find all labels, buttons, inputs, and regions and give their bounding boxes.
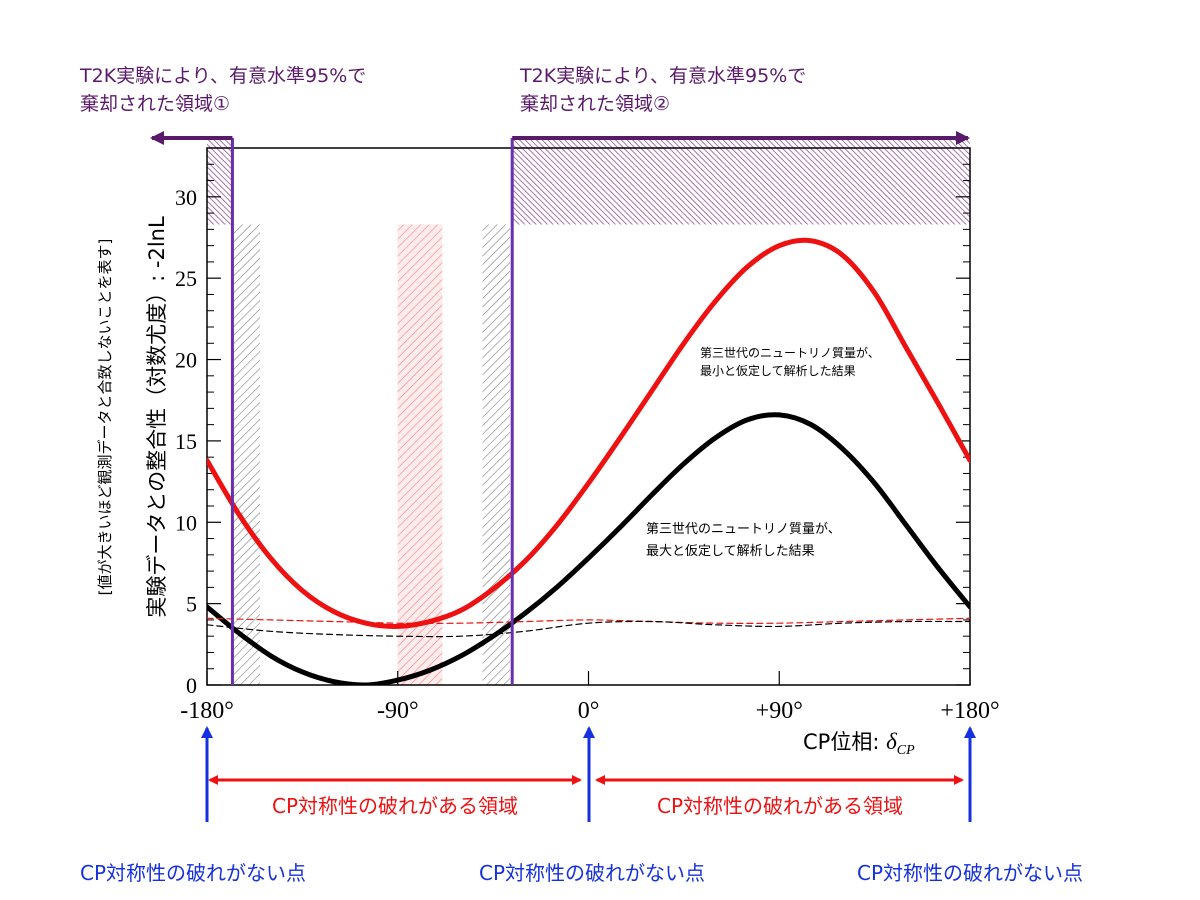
- y-axis-label: 実験データとの整合性（対数尤度）: -2lnL: [145, 216, 169, 618]
- excluded-2-line1: T2K実験により、有意水準95%で: [519, 65, 806, 87]
- excluded-region-box-1: [207, 138, 233, 225]
- series-red-solid: [207, 237, 970, 629]
- y-tick-label: 10: [175, 510, 197, 535]
- y-tick-label: 25: [175, 266, 197, 291]
- no-breaking-left-label: CP対称性の破れがない点: [80, 861, 306, 885]
- excluded-2-line2: 棄却された領域②: [520, 93, 670, 115]
- hatched-bands: [207, 138, 970, 685]
- x-tick-label: -90°: [377, 698, 419, 724]
- hatched-band-1: [232, 224, 260, 685]
- x-tick-label: 0°: [578, 698, 600, 724]
- series-group: [207, 237, 970, 685]
- x-tick-label: +90°: [756, 698, 803, 724]
- x-axis-label: CP位相: δCP: [803, 729, 915, 758]
- y-tick-label: 15: [175, 429, 197, 454]
- y-tick-label: 5: [186, 592, 197, 617]
- hatched-band-tint-2: [397, 224, 443, 685]
- breaking-left-label: CP対称性の破れがある領域: [272, 794, 518, 818]
- hatched-band-2: [397, 224, 443, 685]
- no-breaking-center-label: CP対称性の破れがない点: [479, 861, 705, 885]
- y-tick-label: 0: [186, 673, 197, 698]
- annotation-min-line1: 第三世代のニュートリノ質量が、: [700, 345, 880, 360]
- excluded-region-box-2: [512, 138, 970, 225]
- hatched-band-3: [482, 224, 511, 685]
- series-red-dashed: [207, 617, 970, 624]
- annotation-max-line1: 第三世代のニュートリノ質量が、: [646, 522, 841, 537]
- axis-ticks: 0 5 10 15 20 25 30 -180° -90° 0° +90° +180°: [175, 163, 1000, 724]
- excluded-1-line2: 棄却された領域①: [80, 93, 230, 115]
- annotation-max-line2: 最大と仮定して解析した結果: [646, 544, 815, 559]
- series-black-dashed: [207, 620, 970, 638]
- x-tick-label: +180°: [940, 698, 999, 724]
- no-breaking-right-label: CP対称性の破れがない点: [857, 861, 1083, 885]
- y-tick-label: 20: [175, 348, 197, 373]
- excluded-1-line1: T2K実験により、有意水準95%で: [79, 65, 366, 87]
- y-tick-label: 30: [175, 185, 197, 210]
- x-tick-label: -180°: [180, 698, 234, 724]
- excluded-boundaries: [150, 131, 970, 685]
- y-axis-sublabel: [値が大きいほど観測データと合致しないことを表す]: [96, 239, 114, 596]
- annotation-min-line2: 最小と仮定して解析した結果: [700, 363, 856, 378]
- series-black-solid: [207, 412, 970, 685]
- breaking-right-label: CP対称性の破れがある領域: [657, 794, 903, 818]
